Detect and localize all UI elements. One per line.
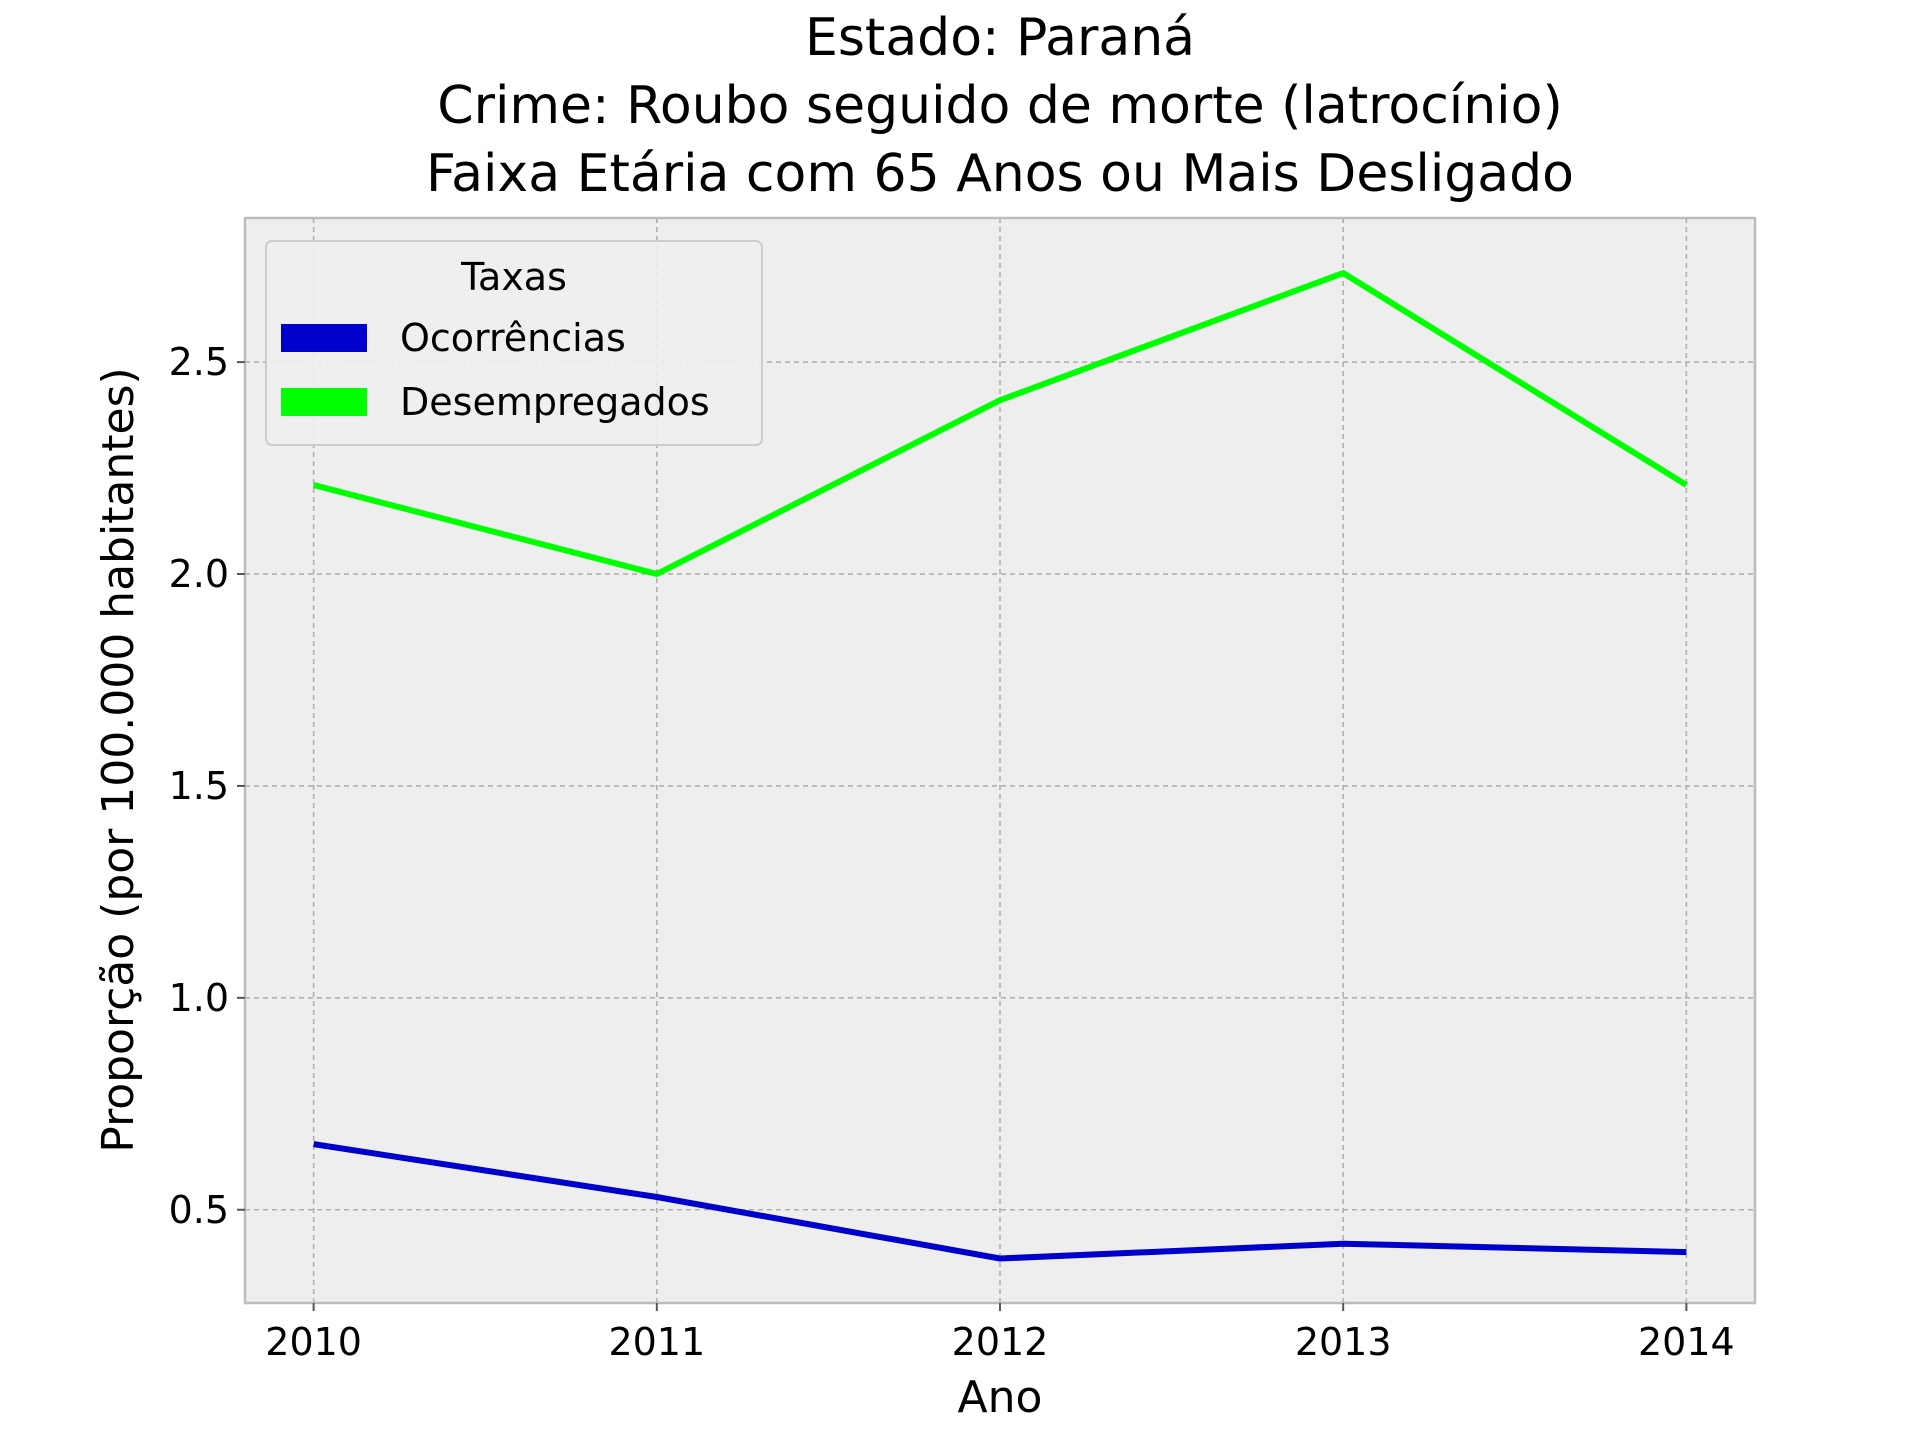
legend-swatch (281, 388, 367, 416)
chart-title-line: Faixa Etária com 65 Anos ou Mais Desliga… (426, 144, 1574, 204)
chart-title: Estado: Paraná Crime: Roubo seguido de mo… (426, 8, 1574, 204)
y-tick-label: 2.5 (169, 340, 229, 384)
chart-title-line: Estado: Paraná (805, 8, 1195, 68)
axis-ticks: 2010 2011 2012 2013 2014 0.5 1.0 1.5 2.0 2.5 (169, 340, 1735, 1364)
chart-title-line: Crime: Roubo seguido de morte (latrocíni… (437, 76, 1562, 136)
y-axis-label: Proporção (por 100.000 habitantes) (93, 367, 144, 1152)
x-tick-label: 2011 (608, 1320, 705, 1364)
legend-label: Ocorrências (400, 316, 626, 360)
legend-swatch (281, 324, 367, 352)
y-tick-label: 1.0 (169, 976, 229, 1020)
x-axis-label: Ano (958, 1372, 1043, 1423)
x-tick-label: 2012 (952, 1320, 1049, 1364)
series-layer (312, 270, 1688, 1262)
legend-title: Taxas (460, 255, 567, 299)
legend-box (265, 240, 763, 446)
y-tick-label: 1.5 (169, 764, 229, 808)
y-tick-label: 2.0 (169, 552, 229, 596)
legend-label: Desempregados (400, 380, 710, 424)
x-tick-label: 2010 (265, 1320, 362, 1364)
x-tick-label: 2014 (1638, 1320, 1735, 1364)
x-tick-label: 2013 (1295, 1320, 1392, 1364)
legend: Taxas Ocorrências Desempregados (265, 240, 763, 446)
legend-items: Ocorrências Desempregados (281, 316, 710, 424)
y-tick-label: 0.5 (169, 1188, 229, 1232)
